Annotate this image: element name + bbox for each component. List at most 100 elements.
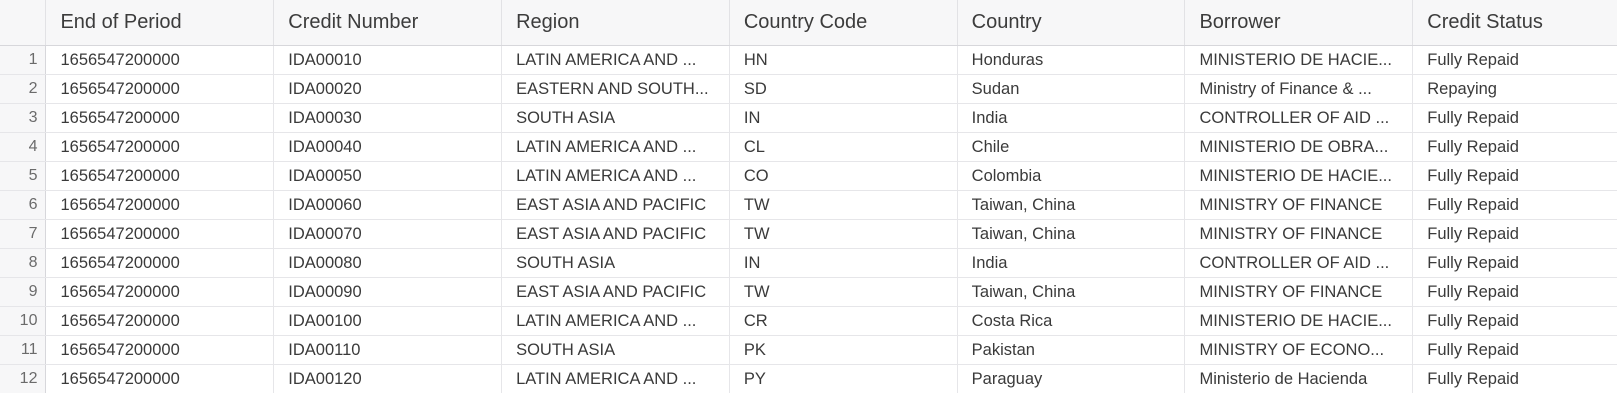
credit-number-cell[interactable]: IDA00110: [273, 335, 503, 365]
column-header-region[interactable]: Region: [501, 0, 730, 46]
credit-status-cell[interactable]: Fully Repaid: [1412, 219, 1617, 249]
end-of-period-cell[interactable]: 1656547200000: [45, 132, 275, 162]
table-row[interactable]: 6 1656547200000 IDA00060 EAST ASIA AND PACI…: [0, 190, 1617, 220]
credit-status-cell[interactable]: Fully Repaid: [1412, 103, 1617, 133]
credit-number-cell[interactable]: IDA00050: [273, 161, 503, 191]
region-cell[interactable]: SOUTH ASIA: [501, 103, 730, 133]
country-cell[interactable]: Costa Rica: [957, 306, 1186, 336]
table-row[interactable]: 8 1656547200000 IDA00080 SOUTH ASIA IN India C…: [0, 248, 1617, 278]
credit-number-cell[interactable]: IDA00040: [273, 132, 503, 162]
credit-number-cell[interactable]: IDA00080: [273, 248, 503, 278]
borrower-cell[interactable]: MINISTERIO DE HACIE...: [1184, 306, 1414, 336]
column-header-credit-number[interactable]: Credit Number: [273, 0, 503, 46]
country-cell[interactable]: Taiwan, China: [957, 277, 1186, 307]
borrower-cell[interactable]: MINISTRY OF FINANCE: [1184, 190, 1414, 220]
region-cell[interactable]: SOUTH ASIA: [501, 248, 730, 278]
borrower-cell[interactable]: MINISTRY OF ECONO...: [1184, 335, 1414, 365]
country-cell[interactable]: India: [957, 103, 1186, 133]
region-cell[interactable]: LATIN AMERICA AND ...: [501, 364, 730, 393]
country-code-cell[interactable]: PY: [729, 364, 958, 393]
credit-number-cell[interactable]: IDA00010: [273, 45, 503, 75]
credit-status-cell[interactable]: Repaying: [1412, 74, 1617, 104]
region-cell[interactable]: EAST ASIA AND PACIFIC: [501, 277, 730, 307]
credit-number-cell[interactable]: IDA00030: [273, 103, 503, 133]
region-cell[interactable]: LATIN AMERICA AND ...: [501, 132, 730, 162]
country-code-cell[interactable]: CO: [729, 161, 958, 191]
borrower-cell[interactable]: CONTROLLER OF AID ...: [1184, 248, 1414, 278]
table-row[interactable]: 1 1656547200000 IDA00010 LATIN AMERICA AND …: [0, 45, 1617, 75]
table-row[interactable]: 9 1656547200000 IDA00090 EAST ASIA AND PACI…: [0, 277, 1617, 307]
end-of-period-cell[interactable]: 1656547200000: [45, 103, 275, 133]
borrower-cell[interactable]: MINISTRY OF FINANCE: [1184, 277, 1414, 307]
country-cell[interactable]: Pakistan: [957, 335, 1186, 365]
credit-number-cell[interactable]: IDA00060: [273, 190, 503, 220]
borrower-cell[interactable]: MINISTERIO DE HACIE...: [1184, 161, 1414, 191]
country-code-cell[interactable]: CL: [729, 132, 958, 162]
table-row[interactable]: 3 1656547200000 IDA00030 SOUTH ASIA IN India C…: [0, 103, 1617, 133]
end-of-period-cell[interactable]: 1656547200000: [45, 74, 275, 104]
credit-status-cell[interactable]: Fully Repaid: [1412, 161, 1617, 191]
column-header-credit-status[interactable]: Credit Status: [1412, 0, 1617, 46]
table-row[interactable]: 7 1656547200000 IDA00070 EAST ASIA AND PACI…: [0, 219, 1617, 249]
country-code-cell[interactable]: TW: [729, 219, 958, 249]
end-of-period-cell[interactable]: 1656547200000: [45, 364, 275, 393]
column-header-end-of-period[interactable]: End of Period: [45, 0, 275, 46]
borrower-cell[interactable]: Ministerio de Hacienda: [1184, 364, 1414, 393]
country-code-cell[interactable]: CR: [729, 306, 958, 336]
table-row[interactable]: 2 1656547200000 IDA00020 EASTERN AND SOUTH.…: [0, 74, 1617, 104]
borrower-cell[interactable]: Ministry of Finance & ...: [1184, 74, 1414, 104]
credit-number-cell[interactable]: IDA00020: [273, 74, 503, 104]
credit-status-cell[interactable]: Fully Repaid: [1412, 335, 1617, 365]
country-code-cell[interactable]: TW: [729, 277, 958, 307]
country-cell[interactable]: Taiwan, China: [957, 190, 1186, 220]
country-cell[interactable]: Taiwan, China: [957, 219, 1186, 249]
column-header-country[interactable]: Country: [957, 0, 1186, 46]
table-row[interactable]: 10 1656547200000 IDA00100 LATIN AMERICA AND…: [0, 306, 1617, 336]
table-row[interactable]: 12 1656547200000 IDA00120 LATIN AMERICA AND…: [0, 364, 1617, 393]
end-of-period-cell[interactable]: 1656547200000: [45, 335, 275, 365]
country-code-cell[interactable]: TW: [729, 190, 958, 220]
country-cell[interactable]: Chile: [957, 132, 1186, 162]
credit-status-cell[interactable]: Fully Repaid: [1412, 248, 1617, 278]
region-cell[interactable]: EAST ASIA AND PACIFIC: [501, 219, 730, 249]
region-cell[interactable]: EASTERN AND SOUTH...: [501, 74, 730, 104]
table-row[interactable]: 5 1656547200000 IDA00050 LATIN AMERICA AND …: [0, 161, 1617, 191]
borrower-cell[interactable]: MINISTERIO DE OBRA...: [1184, 132, 1414, 162]
country-cell[interactable]: Honduras: [957, 45, 1186, 75]
end-of-period-cell[interactable]: 1656547200000: [45, 306, 275, 336]
end-of-period-cell[interactable]: 1656547200000: [45, 219, 275, 249]
table-row[interactable]: 11 1656547200000 IDA00110 SOUTH ASIA PK Pakis…: [0, 335, 1617, 365]
end-of-period-cell[interactable]: 1656547200000: [45, 190, 275, 220]
end-of-period-cell[interactable]: 1656547200000: [45, 45, 275, 75]
table-row[interactable]: 4 1656547200000 IDA00040 LATIN AMERICA AND …: [0, 132, 1617, 162]
country-code-cell[interactable]: IN: [729, 103, 958, 133]
country-code-cell[interactable]: HN: [729, 45, 958, 75]
credit-status-cell[interactable]: Fully Repaid: [1412, 45, 1617, 75]
region-cell[interactable]: SOUTH ASIA: [501, 335, 730, 365]
region-cell[interactable]: EAST ASIA AND PACIFIC: [501, 190, 730, 220]
credit-status-cell[interactable]: Fully Repaid: [1412, 364, 1617, 393]
country-code-cell[interactable]: PK: [729, 335, 958, 365]
country-cell[interactable]: Colombia: [957, 161, 1186, 191]
credit-status-cell[interactable]: Fully Repaid: [1412, 132, 1617, 162]
country-cell[interactable]: Sudan: [957, 74, 1186, 104]
country-cell[interactable]: India: [957, 248, 1186, 278]
credit-status-cell[interactable]: Fully Repaid: [1412, 277, 1617, 307]
credit-number-cell[interactable]: IDA00120: [273, 364, 503, 393]
credit-status-cell[interactable]: Fully Repaid: [1412, 190, 1617, 220]
credit-status-cell[interactable]: Fully Repaid: [1412, 306, 1617, 336]
credit-number-cell[interactable]: IDA00070: [273, 219, 503, 249]
credit-number-cell[interactable]: IDA00100: [273, 306, 503, 336]
region-cell[interactable]: LATIN AMERICA AND ...: [501, 161, 730, 191]
country-code-cell[interactable]: IN: [729, 248, 958, 278]
borrower-cell[interactable]: MINISTERIO DE HACIE...: [1184, 45, 1414, 75]
end-of-period-cell[interactable]: 1656547200000: [45, 161, 275, 191]
borrower-cell[interactable]: MINISTRY OF FINANCE: [1184, 219, 1414, 249]
column-header-country-code[interactable]: Country Code: [729, 0, 958, 46]
borrower-cell[interactable]: CONTROLLER OF AID ...: [1184, 103, 1414, 133]
country-cell[interactable]: Paraguay: [957, 364, 1186, 393]
region-cell[interactable]: LATIN AMERICA AND ...: [501, 306, 730, 336]
end-of-period-cell[interactable]: 1656547200000: [45, 277, 275, 307]
end-of-period-cell[interactable]: 1656547200000: [45, 248, 275, 278]
column-header-borrower[interactable]: Borrower: [1184, 0, 1414, 46]
